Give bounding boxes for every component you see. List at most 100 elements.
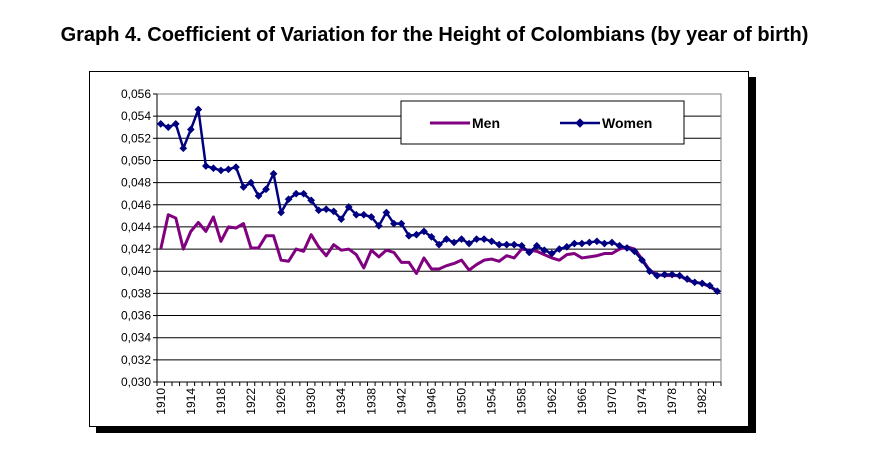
data-point-women xyxy=(359,210,368,219)
data-point-women xyxy=(698,279,707,288)
y-tick-label: 0,046 xyxy=(121,198,151,212)
legend-women-label: Women xyxy=(602,115,652,131)
data-point-women xyxy=(389,219,398,228)
data-point-women xyxy=(653,271,662,280)
data-point-women xyxy=(374,221,383,230)
data-point-women xyxy=(299,189,308,198)
data-point-women xyxy=(480,235,489,244)
y-tick-label: 0,054 xyxy=(121,109,151,123)
data-point-women xyxy=(292,189,301,198)
data-point-women xyxy=(194,105,203,114)
data-point-women xyxy=(322,205,331,214)
data-point-women xyxy=(532,241,541,250)
data-point-women xyxy=(547,249,556,258)
data-point-women xyxy=(577,239,586,248)
x-tick-label: 1978 xyxy=(665,388,679,415)
data-point-women xyxy=(457,235,466,244)
x-tick-label: 1982 xyxy=(695,388,709,415)
data-point-women xyxy=(284,195,293,204)
data-point-women xyxy=(487,237,496,246)
y-tick-label: 0,036 xyxy=(121,309,151,323)
y-tick-label: 0,032 xyxy=(121,353,151,367)
data-point-women xyxy=(352,210,361,219)
data-point-women xyxy=(427,232,436,241)
data-point-women xyxy=(164,123,173,132)
legend-women-marker xyxy=(575,118,585,128)
x-tick-label: 1962 xyxy=(545,388,559,415)
y-tick-label: 0,050 xyxy=(121,153,151,167)
y-tick-label: 0,052 xyxy=(121,131,151,145)
data-point-women xyxy=(562,242,571,251)
legend: Men Women xyxy=(400,100,685,145)
data-point-women xyxy=(329,207,338,216)
data-point-women xyxy=(171,119,180,128)
data-point-women xyxy=(570,239,579,248)
data-point-women xyxy=(179,144,188,153)
x-tick-label: 1958 xyxy=(515,388,529,415)
data-point-women xyxy=(307,196,316,205)
data-point-women xyxy=(239,183,248,191)
x-tick-label: 1950 xyxy=(455,388,469,415)
x-tick-label: 1930 xyxy=(304,388,318,415)
data-point-women xyxy=(442,235,451,244)
data-point-women xyxy=(412,230,421,239)
data-point-women xyxy=(367,213,376,221)
y-tick-label: 0,048 xyxy=(121,176,151,190)
data-point-women xyxy=(623,244,631,252)
data-point-women xyxy=(420,227,428,236)
data-point-women xyxy=(517,241,526,250)
data-point-women xyxy=(232,163,240,172)
data-point-women xyxy=(502,240,511,249)
x-tick-label: 1946 xyxy=(424,388,438,415)
data-point-women xyxy=(314,206,323,215)
data-point-women xyxy=(495,240,504,249)
x-tick-label: 1934 xyxy=(334,388,348,415)
data-point-women xyxy=(705,281,714,290)
y-tick-label: 0,038 xyxy=(121,286,151,300)
data-point-women xyxy=(465,239,474,248)
data-point-women xyxy=(510,240,519,249)
x-tick-label: 1922 xyxy=(244,388,258,415)
data-point-women xyxy=(615,241,624,250)
y-tick-label: 0,044 xyxy=(121,220,151,234)
data-point-women xyxy=(645,267,654,276)
data-point-women xyxy=(668,270,677,279)
page-title: Graph 4. Coefficient of Variation for th… xyxy=(60,24,809,46)
data-point-women xyxy=(592,237,601,246)
data-point-women xyxy=(585,238,594,247)
data-point-women xyxy=(435,240,443,249)
x-tick-label: 1954 xyxy=(485,388,499,415)
data-point-women xyxy=(660,270,669,279)
data-point-women xyxy=(683,275,692,283)
y-tick-label: 0,034 xyxy=(121,331,151,345)
y-tick-label: 0,056 xyxy=(121,87,151,101)
data-point-women xyxy=(186,125,195,134)
legend-men-label: Men xyxy=(472,115,500,131)
data-point-women xyxy=(277,208,286,217)
data-point-women xyxy=(638,256,646,265)
data-point-women xyxy=(525,248,534,257)
x-tick-label: 1966 xyxy=(575,388,589,415)
x-axis: 1910 1914 1918 1922 1926 1930 1934 1938 1942 1946… xyxy=(154,381,722,415)
data-point-women xyxy=(156,119,165,128)
data-point-women xyxy=(713,287,722,296)
series-women xyxy=(156,105,722,296)
data-point-women xyxy=(344,203,353,211)
data-point-women xyxy=(269,169,278,178)
data-point-women xyxy=(216,166,225,175)
data-point-women xyxy=(254,191,263,200)
x-tick-label: 1938 xyxy=(364,388,378,415)
data-point-women xyxy=(630,247,639,256)
data-point-women xyxy=(201,162,210,170)
data-point-women xyxy=(608,238,616,247)
data-point-women xyxy=(224,165,233,174)
y-tick-label: 0,042 xyxy=(121,242,151,256)
data-point-women xyxy=(555,245,564,254)
data-point-women xyxy=(262,185,270,194)
data-point-women xyxy=(675,271,684,280)
data-point-women xyxy=(209,164,218,173)
data-point-women xyxy=(600,239,609,248)
x-tick-label: 1926 xyxy=(274,388,288,415)
y-tick-label: 0,040 xyxy=(121,264,151,278)
data-point-women xyxy=(472,235,481,244)
